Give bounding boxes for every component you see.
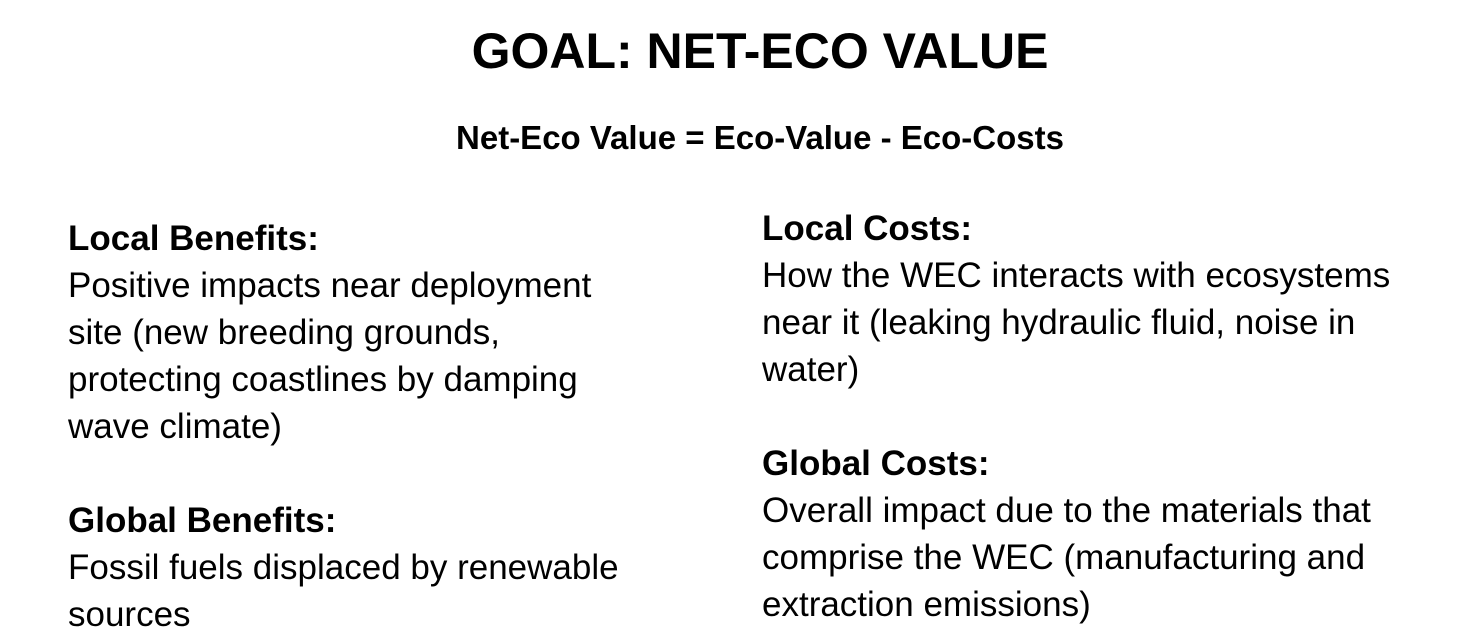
local-benefits-line: Positive impacts near deployment [68,266,592,305]
local-benefits-line: wave climate) [68,407,282,446]
local-costs-section: Local Costs: How the WEC interacts with … [762,205,1464,393]
global-costs-section: Global Costs: Overall impact due to the … [762,440,1464,628]
local-costs-line: How the WEC interacts with ecosystems [762,256,1391,295]
local-costs-heading: Local Costs: [762,209,973,248]
local-benefits-heading: Local Benefits: [68,219,319,258]
net-eco-value-formula: Net-Eco Value = Eco-Value - Eco-Costs [456,119,1064,156]
local-benefits-line: protecting coastlines by damping [68,360,578,399]
local-costs-line: near it (leaking hydraulic fluid, noise … [762,303,1356,342]
slide-title: GOAL: NET-ECO VALUE [471,23,1049,79]
global-costs-line: extraction emissions) [762,585,1091,624]
global-benefits-line: sources [68,595,191,634]
global-benefits-section: Global Benefits: Fossil fuels displaced … [68,497,718,638]
global-costs-heading: Global Costs: [762,444,990,483]
local-costs-line: water) [762,350,860,389]
global-costs-line: Overall impact due to the materials that [762,491,1371,530]
global-benefits-heading: Global Benefits: [68,501,337,540]
local-benefits-line: site (new breeding grounds, [68,313,500,352]
global-benefits-line: Fossil fuels displaced by renewable [68,548,619,587]
global-costs-line: comprise the WEC (manufacturing and [762,538,1366,577]
local-benefits-section: Local Benefits: Positive impacts near de… [68,215,718,450]
